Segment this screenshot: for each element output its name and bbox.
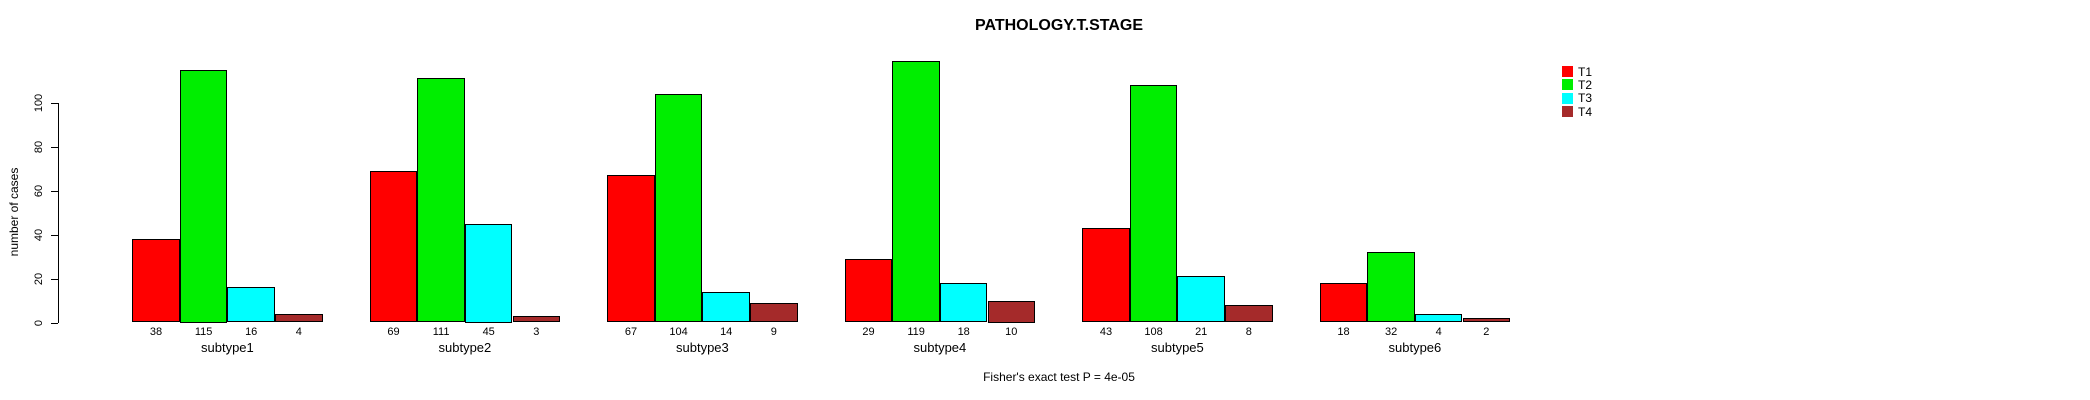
category-label-subtype6: subtype6	[1388, 340, 1442, 355]
bar-subtype3-T2	[654, 93, 703, 323]
y-tick-mark	[51, 234, 58, 236]
y-tick-mark	[51, 190, 58, 192]
legend-label-T4: T4	[1578, 104, 1593, 119]
legend-swatch-T2	[1562, 79, 1573, 91]
bar-subtype4-T2	[892, 60, 940, 323]
category-label-subtype3: subtype3	[676, 340, 729, 355]
legend-swatch-T3	[1562, 92, 1573, 104]
bar-subtype2-T2	[417, 78, 465, 323]
bar-subtype6-T2	[1367, 252, 1415, 323]
value-label-subtype5-T1: 43	[1099, 326, 1113, 338]
value-label-subtype2-T4: 3	[533, 326, 540, 338]
value-label-subtype4-T4: 10	[1005, 326, 1018, 338]
bar-subtype6-T1	[1319, 282, 1368, 323]
chart-title: PATHOLOGY.T.STAGE	[974, 17, 1144, 34]
value-label-subtype2-T1: 69	[387, 326, 400, 338]
value-label-subtype3-T3: 14	[720, 326, 733, 338]
bar-subtype4-T1	[844, 258, 893, 323]
value-label-subtype6-T4: 2	[1483, 326, 1490, 338]
legend-swatch-T1	[1562, 66, 1573, 77]
bar-subtype4-T3	[939, 282, 988, 323]
value-label-subtype2-T3: 45	[482, 326, 495, 338]
value-label-subtype5-T3: 21	[1195, 326, 1208, 338]
value-label-subtype6-T2: 32	[1384, 326, 1398, 338]
bar-subtype5-T3	[1177, 276, 1225, 323]
value-label-subtype3-T1: 67	[624, 326, 638, 338]
bar-subtype4-T4	[987, 300, 1036, 323]
y-axis-title: number of cases	[7, 167, 21, 257]
bar-subtype3-T1	[607, 175, 655, 323]
y-tick-mark	[51, 322, 58, 324]
bar-subtype1-T2	[179, 69, 228, 323]
y-tick-label: 0	[33, 319, 45, 326]
bar-subtype5-T4	[1225, 304, 1273, 323]
legend-label-T1: T1	[1578, 64, 1593, 79]
value-label-subtype2-T2: 111	[432, 326, 450, 338]
bar-subtype2-T4	[512, 315, 561, 323]
category-label-subtype5: subtype5	[1151, 340, 1204, 355]
value-label-subtype5-T2: 108	[1144, 326, 1163, 338]
category-label-subtype4: subtype4	[913, 340, 967, 355]
category-label-subtype1: subtype1	[201, 340, 254, 355]
value-label-subtype1-T4: 4	[295, 326, 302, 338]
bar-subtype3-T3	[702, 291, 750, 323]
value-label-subtype4-T3: 18	[957, 326, 970, 338]
annotation-text: Fisher's exact test P = 4e-05	[983, 370, 1135, 384]
value-label-subtype6-T3: 4	[1435, 326, 1442, 338]
value-label-subtype3-T2: 104	[669, 326, 688, 338]
value-label-subtype3-T4: 9	[770, 326, 777, 338]
bar-subtype1-T1	[132, 238, 180, 323]
legend-label-T2: T2	[1578, 77, 1593, 92]
bar-subtype6-T3	[1414, 313, 1463, 323]
bar-subtype6-T4	[1462, 318, 1511, 323]
bar-subtype2-T1	[369, 170, 418, 323]
y-tick-label: 20	[33, 272, 45, 285]
value-label-subtype4-T1: 29	[862, 326, 875, 338]
value-label-subtype4-T2: 119	[907, 326, 925, 338]
y-tick-mark	[51, 278, 58, 280]
y-axis-line	[58, 102, 59, 323]
bar-subtype2-T3	[464, 223, 513, 323]
value-label-subtype1-T2: 115	[194, 326, 213, 338]
value-label-subtype1-T3: 16	[245, 326, 258, 338]
bar-subtype3-T4	[750, 302, 798, 323]
value-label-subtype5-T4: 8	[1245, 326, 1252, 338]
bar-subtype1-T3	[227, 287, 275, 323]
bar-subtype1-T4	[275, 313, 323, 323]
y-tick-label: 40	[33, 228, 45, 241]
y-tick-label: 80	[33, 140, 45, 153]
y-tick-mark	[51, 146, 58, 148]
legend-swatch-T4	[1562, 106, 1573, 118]
bar-subtype5-T2	[1129, 84, 1178, 323]
value-label-subtype6-T1: 18	[1337, 326, 1350, 338]
y-tick-label: 100	[33, 93, 45, 112]
y-tick-mark	[51, 102, 58, 104]
bar-subtype5-T1	[1082, 227, 1130, 323]
value-label-subtype1-T1: 38	[149, 326, 163, 338]
y-tick-label: 60	[33, 184, 45, 197]
legend-label-T3: T3	[1578, 91, 1593, 106]
category-label-subtype2: subtype2	[438, 340, 492, 355]
